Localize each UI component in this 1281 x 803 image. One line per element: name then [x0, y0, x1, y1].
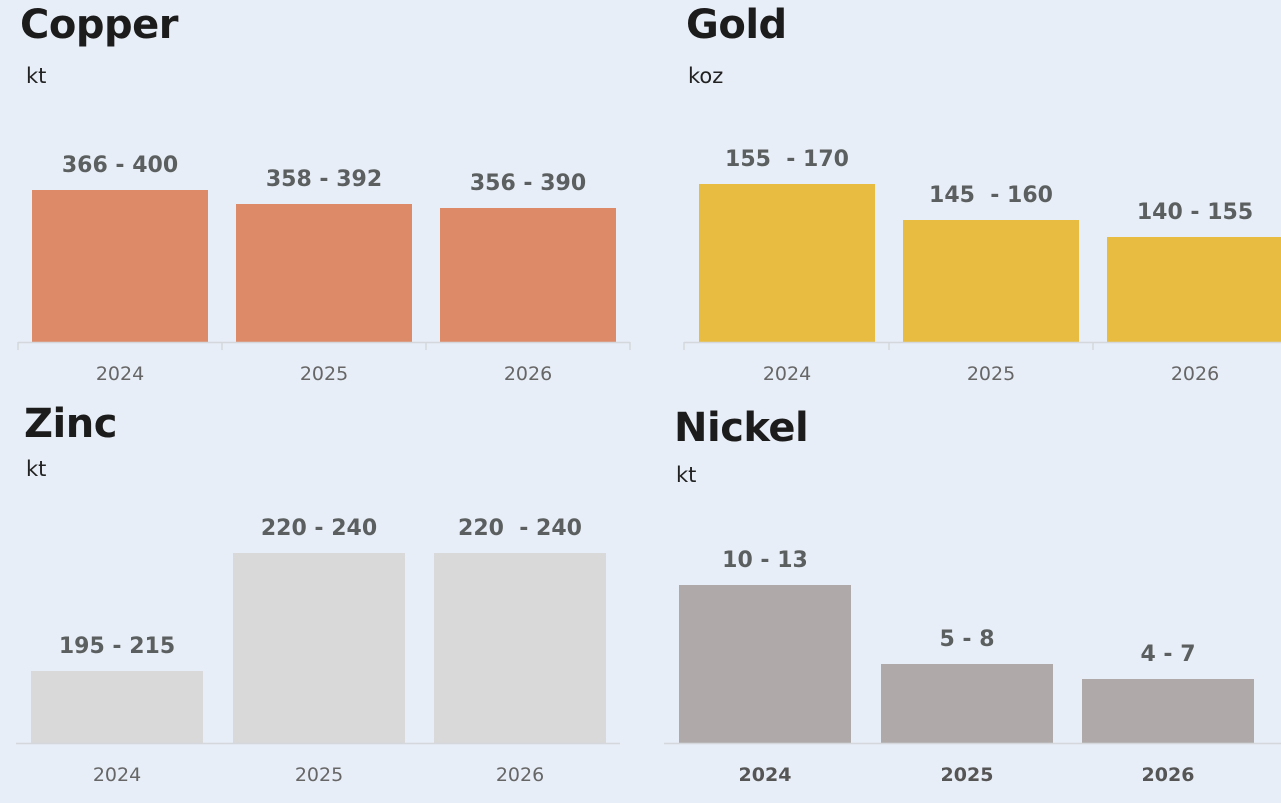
- chart-title: Zinc: [24, 401, 117, 447]
- value-label-2024: 195 - 215: [59, 634, 175, 659]
- value-label-2026: 140 - 155: [1137, 200, 1253, 225]
- chart-unit: koz: [688, 64, 724, 88]
- value-label-2026: 356 - 390: [470, 171, 586, 196]
- tick-label-2026: 2026: [504, 363, 552, 385]
- gold-plot: 155 - 170 2024 145 - 160 2025 140 - 155 2026: [683, 147, 1281, 385]
- nickel-plot: 10 - 13 2024 5 - 8 2025 4 - 7 2026: [664, 548, 1281, 786]
- chart-unit: kt: [26, 457, 47, 481]
- value-label-2025: 5 - 8: [939, 627, 994, 652]
- value-label-2026: 220 - 240: [458, 516, 582, 541]
- value-label-2025: 358 - 392: [266, 167, 382, 192]
- tick-label-2026: 2026: [1171, 363, 1219, 385]
- tick-label-2024: 2024: [763, 363, 811, 385]
- tick-label-2024: 2024: [93, 764, 141, 786]
- tick-label-2025: 2025: [941, 764, 994, 786]
- tick-label-2025: 2025: [300, 363, 348, 385]
- nickel-chart-panel: Nickel kt 10 - 13 2024 5 - 8 2025 4 - 7 2026: [640, 395, 1281, 803]
- value-label-2024: 10 - 13: [722, 548, 808, 573]
- chart-unit: kt: [26, 64, 47, 88]
- bar-2025: [236, 204, 412, 342]
- tick-label-2026: 2026: [496, 764, 544, 786]
- chart-unit: kt: [676, 463, 697, 487]
- bar-2025: [233, 553, 405, 743]
- chart-title: Copper: [20, 2, 178, 48]
- bar-2024: [679, 585, 851, 743]
- copper-chart-panel: Copper kt 366 - 400 2024 358 - 392 2025 356 …: [0, 0, 640, 395]
- bar-2026: [1107, 237, 1281, 342]
- copper-plot: 366 - 400 2024 358 - 392 2025 356 - 390 2026: [17, 153, 631, 385]
- bar-2026: [1082, 679, 1254, 743]
- tick-label-2025: 2025: [967, 363, 1015, 385]
- value-label-2026: 4 - 7: [1140, 642, 1195, 667]
- tick-label-2024: 2024: [96, 363, 144, 385]
- bar-2024: [699, 184, 875, 342]
- bar-2026: [440, 208, 616, 342]
- bar-2025: [903, 220, 1079, 342]
- tick-label-2026: 2026: [1142, 764, 1195, 786]
- zinc-chart-panel: Zinc kt 195 - 215 2024 220 - 240 2025 220 - …: [0, 395, 640, 803]
- tick-label-2025: 2025: [295, 764, 343, 786]
- tick-label-2024: 2024: [739, 764, 792, 786]
- bar-2024: [32, 190, 208, 342]
- bar-2026: [434, 553, 606, 743]
- zinc-plot: 195 - 215 2024 220 - 240 2025 220 - 240 2026: [16, 516, 620, 786]
- value-label-2025: 145 - 160: [929, 183, 1053, 208]
- bar-2025: [881, 664, 1053, 743]
- bar-2024: [31, 671, 203, 743]
- value-label-2025: 220 - 240: [261, 516, 377, 541]
- chart-title: Nickel: [674, 405, 809, 451]
- value-label-2024: 155 - 170: [725, 147, 849, 172]
- value-label-2024: 366 - 400: [62, 153, 178, 178]
- chart-title: Gold: [686, 2, 787, 48]
- gold-chart-panel: Gold koz 155 - 170 2024 145 - 160 2025 140 -…: [640, 0, 1281, 395]
